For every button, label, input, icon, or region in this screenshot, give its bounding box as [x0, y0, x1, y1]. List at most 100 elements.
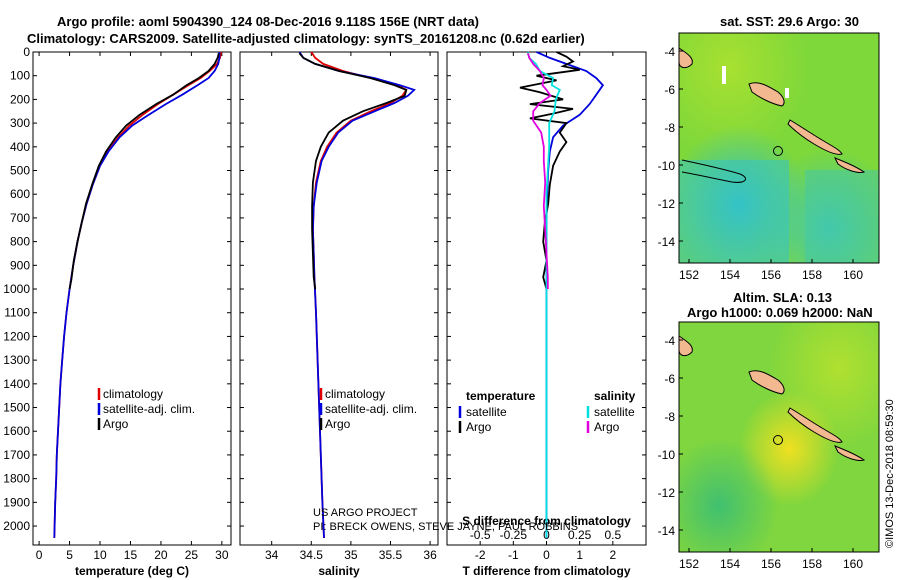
salinity-legend-label: Argo	[325, 417, 351, 431]
map-lat-label: -14	[658, 235, 676, 249]
temperature-xtick-label: 5	[66, 548, 73, 562]
differences-xtick-label: 2	[609, 548, 616, 562]
salinity-xtick-label: 35.5	[379, 548, 403, 562]
sla-new-britain-land	[748, 370, 785, 395]
sla-argo-position	[773, 435, 783, 445]
map-lon-label: 154	[720, 557, 740, 571]
depth-tick-label: 0	[23, 45, 30, 59]
differences-xtick-label: 1	[576, 548, 583, 562]
salinity-panel: 34 34.5 35 35.5 36 salinity climatologysatelli…	[239, 51, 439, 578]
diff-legend-label: satellite	[594, 405, 635, 419]
imos-timestamp: ©IMOS 13-Dec-2018 08:59:30	[884, 399, 896, 548]
differences-xtick-label: -2	[475, 548, 486, 562]
map-lon-label: 158	[802, 268, 822, 282]
salinity-xtick-label: 34.5	[300, 548, 324, 562]
depth-tick-label: 900	[10, 258, 30, 272]
map-lat-label: -6	[664, 372, 675, 386]
salinity-legend-label: climatology	[325, 387, 385, 401]
depth-tick-label: 500	[10, 164, 30, 178]
map-lon-label: 152	[679, 557, 699, 571]
salinity-diff-tick-label: 0.25	[568, 528, 592, 542]
sla-map	[678, 321, 880, 553]
differences-xtick-label: -1	[508, 548, 519, 562]
depth-tick-label: 600	[10, 187, 30, 201]
sst-argo-position	[773, 146, 783, 156]
sst-map-frame	[678, 32, 880, 264]
temperature-xtick-label: 30	[215, 548, 229, 562]
depth-tick-label: 200	[10, 92, 30, 106]
diff-legend-label: satellite	[466, 405, 507, 419]
sla-solomon-land	[787, 407, 843, 443]
depth-tick-label: 1100	[4, 306, 30, 320]
depth-tick-label: 1200	[3, 329, 30, 343]
sst-map-ticks: 152 154 156 158 160 -4 -6 -8 -10 -12 -14	[658, 45, 864, 282]
map-lat-label: -4	[664, 334, 675, 348]
map-lon-label: 158	[802, 557, 822, 571]
diff-legend-label: Argo	[466, 420, 492, 434]
depth-tick-label: 2000	[3, 519, 30, 533]
salinity-diff-tick-label: 0.5	[604, 528, 621, 542]
sst-cool-region-east	[805, 170, 879, 263]
depth-tick-label: 1500	[3, 401, 30, 415]
temperature-legend-label: climatology	[103, 387, 163, 401]
sst-map-title: sat. SST: 29.6 Argo: 30	[720, 14, 859, 29]
depth-tick-label: 700	[10, 211, 30, 225]
map-lon-label: 160	[843, 557, 863, 571]
depth-tick-label: 1800	[3, 472, 30, 486]
salinity-diff-tick-label: -0.25	[500, 528, 528, 542]
differences-xlabel: T difference from climatology	[462, 564, 630, 578]
differences-series-s-satellite	[527, 51, 561, 538]
depth-tick-label: 1300	[3, 353, 30, 367]
salinity-xtick-label: 35	[344, 548, 358, 562]
salinity-series-argo	[298, 52, 408, 290]
difference-panel: -2 -1 0 1 2 T difference from climatology -0.5…	[446, 51, 647, 578]
temperature-legend-label: Argo	[103, 417, 129, 431]
sst-cool-region	[679, 160, 789, 263]
depth-tick-label: 800	[10, 235, 30, 249]
sla-map-frame	[678, 321, 880, 553]
temperature-xtick-label: 15	[124, 548, 138, 562]
depth-tick-label: 300	[10, 116, 30, 130]
map-lon-label: 156	[761, 268, 781, 282]
sla-map-title: Altim. SLA: 0.13	[733, 290, 832, 305]
salinity-diff-tick-label: -0.5	[470, 528, 491, 542]
sst-map	[678, 32, 880, 264]
map-lat-label: -10	[658, 159, 676, 173]
temperature-legend-label: satellite-adj. clim.	[103, 402, 195, 416]
sst-missing-data-2	[785, 88, 789, 98]
temperature-xlabel: temperature (deg C)	[75, 564, 189, 578]
depth-tick-label: 1700	[3, 448, 30, 462]
salinity-xtick-label: 34	[265, 548, 279, 562]
new-guinea-land	[678, 47, 693, 69]
sla-low-patch	[679, 322, 879, 552]
map-lat-label: -12	[658, 197, 676, 211]
map-lat-label: -10	[658, 448, 676, 462]
solomon-islands-land	[787, 119, 843, 155]
diff-legend-temperature-title: temperature	[466, 389, 536, 403]
solomon-islands-land-2	[833, 157, 866, 173]
map-lon-label: 160	[843, 268, 863, 282]
sla-map-subtitle: Argo h1000: 0.069 h2000: NaN	[687, 305, 873, 320]
credit-line2: PI: BRECK OWENS, STEVE JAYNE, PAUL ROBBI…	[313, 521, 578, 533]
depth-tick-label: 1400	[3, 377, 30, 391]
reef-contour	[681, 159, 747, 183]
depth-tick-label: 100	[10, 69, 30, 83]
map-lon-label: 156	[761, 557, 781, 571]
salinity-xlabel: salinity	[318, 564, 360, 578]
depth-tick-label: 400	[10, 140, 30, 154]
map-lat-label: -4	[664, 45, 675, 59]
figure-title-line2: Climatology: CARS2009. Satellite-adjuste…	[27, 31, 585, 46]
diff-legend-salinity-title: salinity	[594, 389, 636, 403]
salinity-plot-frame	[239, 51, 439, 546]
map-lon-label: 154	[720, 268, 740, 282]
differences-series-s-argo	[527, 52, 552, 289]
map-lat-label: -14	[658, 524, 676, 538]
map-lat-label: -12	[658, 486, 676, 500]
temperature-xtick-label: 20	[154, 548, 168, 562]
depth-tick-label: 1900	[3, 495, 30, 509]
depth-tick-label: 1000	[3, 282, 30, 296]
temperature-xtick-label: 10	[93, 548, 107, 562]
credit-line1: US ARGO PROJECT	[313, 507, 418, 519]
temperature-panel: 0 100 200 300 400 500 600 700 800 900 1000 1100 1200…	[3, 45, 232, 578]
sst-missing-data-1	[722, 66, 726, 84]
